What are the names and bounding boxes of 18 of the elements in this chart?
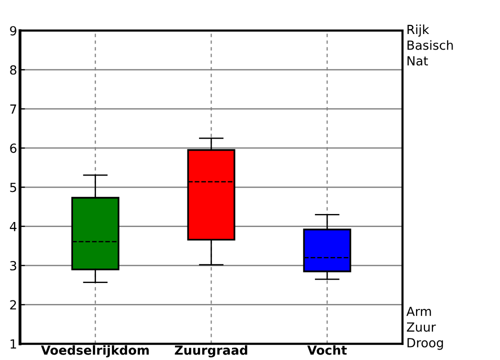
- x-tick-label: Vocht: [307, 345, 347, 355]
- text: Basisch: [408, 40, 453, 50]
- y-tick-label: 9: [10, 26, 16, 36]
- text: Nat: [408, 56, 428, 66]
- y-tick-label: 2: [10, 300, 16, 310]
- y-tick-label: 3: [10, 260, 16, 270]
- text: Droog: [408, 338, 443, 350]
- y-tick-label: 1: [10, 339, 16, 349]
- x-tick-label: Voedselrijkdom: [40, 345, 149, 358]
- y-tick-label: 7: [10, 104, 16, 114]
- y-tick-label: 4: [10, 222, 17, 232]
- text: Arm: [406, 306, 431, 316]
- text: Zuur: [406, 322, 436, 332]
- x-tick-label: Zuurgraad: [174, 345, 248, 358]
- y-tick-label: 6: [10, 144, 16, 153]
- y-tick-label: 8: [10, 65, 16, 75]
- text: Rijk: [408, 24, 430, 37]
- y-tick-label: 5: [10, 182, 16, 192]
